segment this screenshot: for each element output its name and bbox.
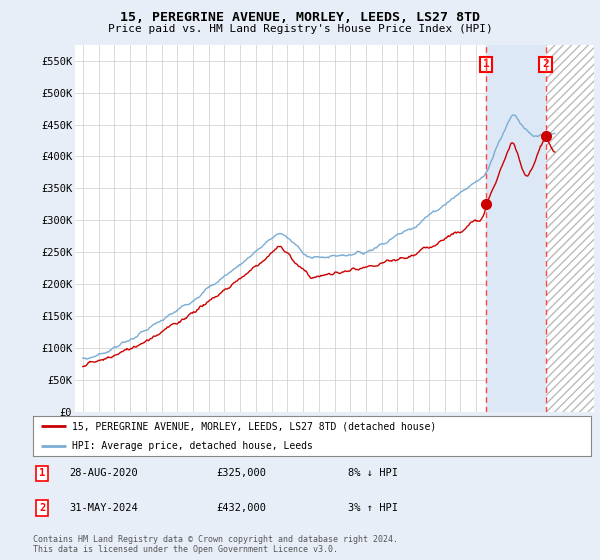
Text: 15, PEREGRINE AVENUE, MORLEY, LEEDS, LS27 8TD (detached house): 15, PEREGRINE AVENUE, MORLEY, LEEDS, LS2… <box>72 421 436 431</box>
Bar <box>486 45 545 412</box>
Text: 31-MAY-2024: 31-MAY-2024 <box>69 503 138 513</box>
Text: 15, PEREGRINE AVENUE, MORLEY, LEEDS, LS27 8TD: 15, PEREGRINE AVENUE, MORLEY, LEEDS, LS2… <box>120 11 480 24</box>
Text: 1: 1 <box>39 468 45 478</box>
Text: 8% ↓ HPI: 8% ↓ HPI <box>348 468 398 478</box>
Text: HPI: Average price, detached house, Leeds: HPI: Average price, detached house, Leed… <box>72 441 313 451</box>
Text: 3% ↑ HPI: 3% ↑ HPI <box>348 503 398 513</box>
Text: 2: 2 <box>542 59 549 69</box>
Text: 1: 1 <box>483 59 490 69</box>
Text: 2: 2 <box>39 503 45 513</box>
Bar <box>545 45 594 412</box>
Text: £432,000: £432,000 <box>216 503 266 513</box>
Text: 28-AUG-2020: 28-AUG-2020 <box>69 468 138 478</box>
Bar <box>545 45 594 412</box>
Text: £325,000: £325,000 <box>216 468 266 478</box>
Text: Price paid vs. HM Land Registry's House Price Index (HPI): Price paid vs. HM Land Registry's House … <box>107 24 493 34</box>
Text: Contains HM Land Registry data © Crown copyright and database right 2024.
This d: Contains HM Land Registry data © Crown c… <box>33 535 398 554</box>
